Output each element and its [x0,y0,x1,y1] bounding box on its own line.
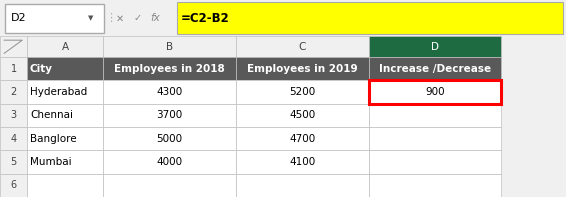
Text: 4300: 4300 [157,87,183,97]
Bar [27,127,104,150]
Text: 6: 6 [11,180,16,190]
Bar [5,4,104,33]
Bar [236,80,368,104]
Text: 900: 900 [425,87,445,97]
Bar [104,80,236,104]
Bar [368,80,501,104]
Text: 4: 4 [11,134,16,144]
Text: 3700: 3700 [157,110,183,120]
Bar [368,174,501,197]
Bar [104,150,236,174]
Text: 4100: 4100 [289,157,315,167]
Text: 5: 5 [10,157,17,167]
Bar [368,150,501,174]
Bar [236,104,368,127]
Bar [236,57,368,80]
Bar [0,150,27,174]
Bar [0,174,27,197]
Text: ✓: ✓ [134,13,142,23]
Bar [0,36,27,57]
Text: Increase /Decrease: Increase /Decrease [379,64,491,74]
Text: 5000: 5000 [157,134,183,144]
Bar [236,174,368,197]
Bar [0,127,27,150]
Bar [0,104,27,127]
Bar [104,104,236,127]
Text: Employees in 2019: Employees in 2019 [247,64,358,74]
Text: fx: fx [151,13,161,23]
Bar [27,36,104,57]
Text: D: D [431,42,439,52]
Bar [0,0,566,36]
Text: =C2-B2: =C2-B2 [181,12,230,25]
Text: 5200: 5200 [289,87,315,97]
Bar [104,174,236,197]
Bar [236,127,368,150]
Text: 1: 1 [11,64,16,74]
Text: ▼: ▼ [88,15,94,21]
Bar [104,127,236,150]
Bar [27,174,104,197]
Text: 4500: 4500 [289,110,315,120]
Bar [368,36,501,57]
Text: Hyderabad: Hyderabad [30,87,87,97]
Text: City: City [30,64,53,74]
Bar [0,80,27,104]
Text: B: B [166,42,173,52]
Bar [236,36,368,57]
Text: 4000: 4000 [157,157,183,167]
Text: D2: D2 [11,13,27,23]
Bar [104,57,236,80]
Bar [368,127,501,150]
Text: ⋮: ⋮ [105,13,116,23]
Text: Employees in 2018: Employees in 2018 [114,64,225,74]
Text: C: C [298,42,306,52]
Text: Chennai: Chennai [30,110,73,120]
Bar [27,150,104,174]
Text: 2: 2 [10,87,17,97]
Bar [368,104,501,127]
Bar [27,80,104,104]
Text: A: A [62,42,69,52]
Text: Mumbai: Mumbai [30,157,72,167]
Text: 3: 3 [11,110,16,120]
Text: 4700: 4700 [289,134,315,144]
Bar [236,150,368,174]
Text: Banglore: Banglore [30,134,76,144]
Bar [0,57,27,80]
Bar [177,2,563,34]
Bar [104,36,236,57]
Bar [27,104,104,127]
Bar [27,57,104,80]
Text: ✕: ✕ [115,13,123,23]
Bar [368,57,501,80]
Bar [368,80,501,104]
